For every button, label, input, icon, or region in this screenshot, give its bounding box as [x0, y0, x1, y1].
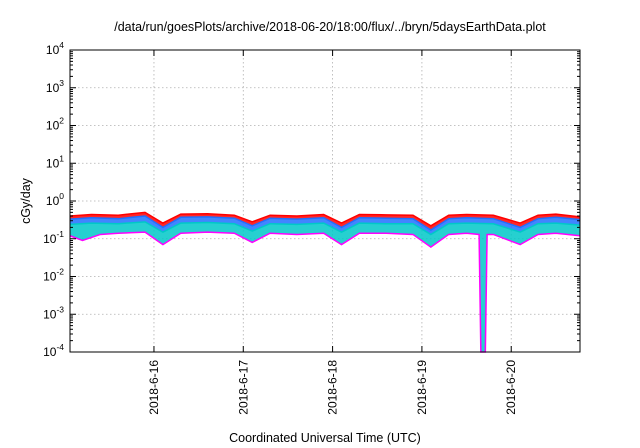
y-tick-label: 101	[46, 153, 64, 170]
y-tick-exponent: -2	[56, 267, 64, 277]
y-tick-base: 10	[46, 119, 60, 133]
y-axis-label: cGy/day	[19, 177, 33, 224]
x-tick-label: 2018-6-19	[415, 360, 429, 415]
series-area	[70, 216, 580, 235]
series-line	[69, 215, 581, 231]
y-tick-exponent: -3	[56, 304, 64, 314]
y-tick-base: 10	[43, 232, 57, 246]
y-tick-base: 10	[46, 81, 60, 95]
y-tick-exponent: -1	[56, 229, 64, 239]
x-tick-label: 2018-6-17	[236, 360, 250, 415]
series-line	[69, 211, 581, 227]
y-tick-exponent: 3	[59, 78, 64, 88]
y-tick-base: 10	[46, 194, 60, 208]
x-tick-label: 2018-6-18	[326, 360, 340, 415]
y-tick-base: 10	[43, 345, 57, 359]
x-tick-label: 2018-6-16	[147, 360, 161, 415]
y-tick-base: 10	[43, 270, 57, 284]
series-layer	[69, 211, 581, 353]
x-tick-label: 2018-6-20	[504, 360, 518, 415]
y-tick-exponent: 0	[59, 191, 64, 201]
y-tick-label: 10-2	[43, 267, 64, 284]
series-area	[70, 221, 580, 352]
y-tick-exponent: 2	[59, 116, 64, 126]
y-tick-label: 102	[46, 116, 64, 133]
y-tick-label: 10-1	[43, 229, 64, 246]
chart-title: /data/run/goesPlots/archive/2018-06-20/1…	[114, 20, 546, 34]
y-tick-label: 103	[46, 78, 64, 95]
y-tick-exponent: -4	[56, 342, 64, 352]
y-tick-label: 10-3	[43, 304, 64, 321]
y-tick-label: 10-4	[43, 342, 64, 359]
x-axis: 2018-6-16 2018-6-17 2018-6-18 2018-6-19 2018…	[147, 50, 518, 415]
y-tick-exponent: 4	[59, 40, 64, 50]
y-tick-exponent: 1	[59, 153, 64, 163]
y-tick-label: 100	[46, 191, 64, 208]
y-tick-base: 10	[43, 307, 57, 321]
y-tick-label: 104	[46, 40, 64, 57]
series-line	[69, 231, 581, 353]
x-axis-label: Coordinated Universal Time (UTC)	[229, 431, 421, 445]
y-tick-base: 10	[46, 43, 60, 57]
series-line	[69, 221, 581, 236]
grid	[70, 50, 580, 352]
y-tick-base: 10	[46, 156, 60, 170]
